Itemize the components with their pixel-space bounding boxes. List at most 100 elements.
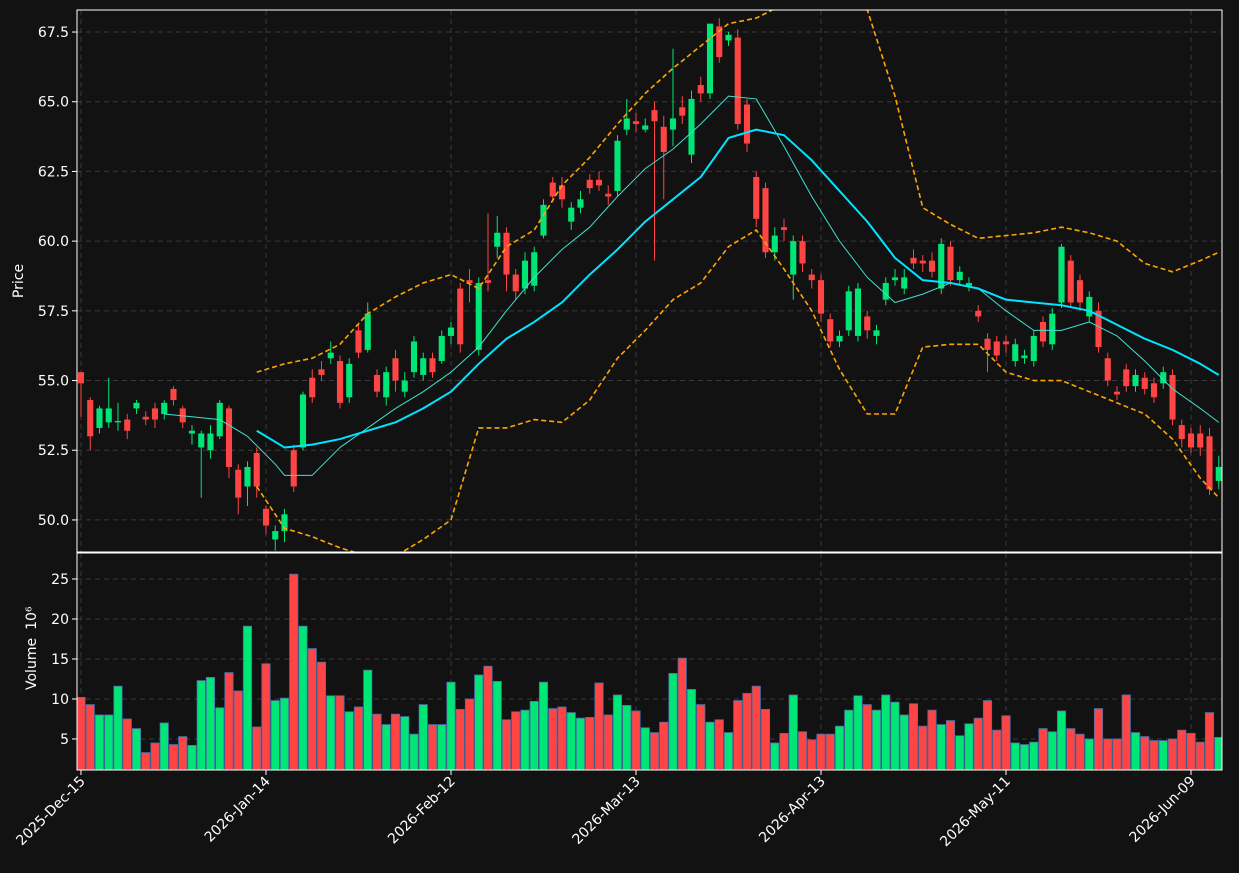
volume-bar [973, 717, 983, 770]
volume-bar [446, 681, 456, 770]
candle-body [364, 313, 371, 350]
volume-bar [1149, 740, 1159, 770]
volume-bar [659, 721, 669, 770]
candle-body [558, 185, 566, 200]
candle-body [494, 232, 501, 247]
volume-bar [464, 698, 475, 770]
price-panel [77, 10, 1222, 552]
candle-body [1169, 374, 1176, 420]
candle-body [466, 280, 473, 283]
candle-body [1113, 391, 1121, 395]
volume-bar [77, 696, 86, 770]
volume-bar [205, 676, 216, 770]
candle-body [697, 84, 704, 94]
volume-bar [714, 719, 724, 770]
candle-body [651, 110, 658, 122]
candle-body [262, 508, 270, 526]
volume-bar [825, 733, 835, 770]
candle-body [383, 372, 390, 398]
candle-body [725, 34, 732, 41]
candle-body [595, 179, 603, 186]
overlay-line [256, 229, 1220, 552]
y-tick-label: 5 [60, 732, 69, 748]
volume-bar [538, 681, 549, 770]
volume-bar [992, 729, 1002, 770]
volume-bar [242, 625, 253, 770]
volume-bar [982, 700, 993, 770]
candle-body [114, 420, 122, 423]
volume-bar [1093, 708, 1104, 770]
volume-bar [511, 711, 521, 770]
y-axis-label: Price [11, 264, 27, 298]
volume-bar [705, 721, 715, 770]
volume-bar [1001, 715, 1011, 770]
volume-bar [224, 672, 234, 770]
candle-body [188, 430, 196, 434]
volume-bar [1130, 732, 1141, 770]
volume-bar [751, 685, 761, 770]
candle-body [1160, 372, 1167, 384]
candle-body [1187, 433, 1195, 448]
volume-bar [520, 709, 530, 770]
candle-body [928, 260, 936, 272]
volume-bar [474, 674, 484, 770]
overlay-line [256, 128, 1220, 449]
volume-bar [261, 663, 271, 770]
y-tick-label: 65.0 [38, 95, 69, 111]
candle-body [688, 98, 695, 155]
candle-body [105, 408, 112, 423]
volume-bar [612, 694, 623, 770]
candle-body [87, 400, 94, 437]
candle-body [96, 408, 103, 428]
candle-body [614, 140, 621, 191]
candle-body [299, 394, 307, 448]
volume-bar [936, 724, 946, 770]
candle-body [1039, 321, 1047, 342]
volume-bar [677, 657, 687, 770]
volume-bar [1121, 694, 1131, 770]
candle-body [355, 330, 362, 353]
candle-body [244, 466, 251, 487]
candle-body [1067, 260, 1074, 303]
candle-body [993, 341, 1000, 356]
candle-body [919, 260, 926, 264]
volume-bar [881, 694, 891, 770]
candle-body [392, 358, 399, 381]
volume-bar [344, 711, 354, 770]
candle-body [161, 402, 168, 414]
volume-bar [1186, 732, 1196, 770]
volume-bar [187, 744, 197, 770]
candle-body [336, 361, 344, 403]
candle-body [568, 207, 575, 222]
candle-body [854, 288, 862, 336]
candle-body [706, 23, 714, 94]
candle-body [623, 118, 630, 130]
volume-bar [1177, 729, 1187, 770]
candle-body [77, 372, 85, 384]
candle-body [512, 274, 519, 292]
volume-bar [270, 700, 280, 770]
volume-bar [492, 680, 502, 770]
volume-bar [964, 723, 974, 770]
volume-bar [908, 703, 919, 770]
volume-bar [585, 716, 595, 770]
volume-bar [215, 707, 225, 770]
volume-bar [529, 700, 539, 770]
volume-label: Volume [24, 638, 40, 690]
candle-body [1086, 296, 1093, 317]
candle-body [401, 380, 408, 392]
candle-body [827, 319, 834, 342]
volume-bar [1047, 731, 1057, 770]
candle-body [151, 408, 159, 420]
volume-bar [113, 685, 123, 770]
candle-body [253, 453, 260, 487]
y-tick-label: 52.5 [38, 443, 69, 459]
overlay-line [256, 10, 1220, 373]
volume-bar [696, 704, 706, 770]
volume-bar [723, 732, 734, 770]
grid [77, 10, 1222, 770]
candle-body [845, 291, 852, 331]
candle-body [1058, 246, 1065, 303]
volume-bar [1038, 728, 1048, 770]
candle-body [410, 341, 418, 373]
